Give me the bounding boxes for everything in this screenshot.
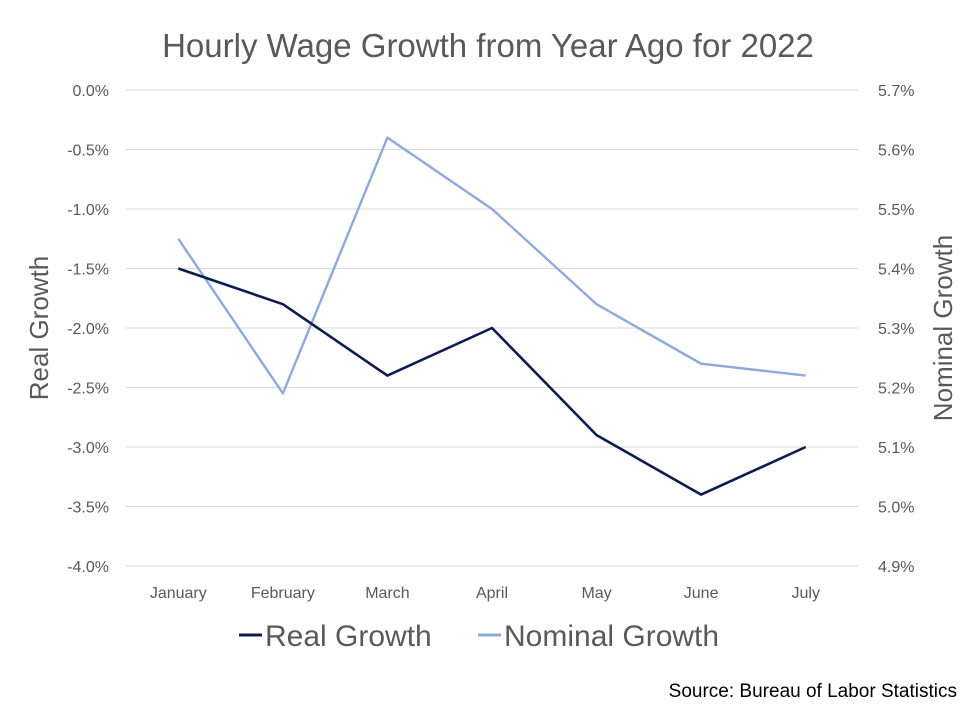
y2-axis-title: Nominal Growth (928, 235, 958, 421)
y-tick-label: -2.5% (67, 381, 109, 398)
x-axis-ticks: January February March April May June July (150, 585, 820, 602)
y2-tick-label: 5.2% (878, 381, 914, 398)
legend-label-nominal-growth: Nominal Growth (504, 620, 719, 653)
y2-tick-label: 5.7% (878, 83, 914, 100)
left-axis-ticks: 0.0% -0.5% -1.0% -1.5% -2.0% -2.5% -3.0% -3.5% -… (67, 83, 109, 576)
y-axis-title: Real Growth (24, 256, 54, 401)
y2-tick-label: 5.4% (878, 262, 914, 279)
y2-tick-label: 5.0% (878, 500, 914, 517)
x-tick-label: March (365, 585, 409, 602)
y-tick-label: -0.5% (67, 143, 109, 160)
y-tick-label: -1.0% (67, 202, 109, 219)
y2-tick-label: 5.6% (878, 143, 914, 160)
chart-title: Hourly Wage Growth from Year Ago for 202… (162, 27, 814, 64)
x-tick-label: June (684, 585, 719, 602)
y-tick-label: -1.5% (67, 262, 109, 279)
y-tick-label: -3.5% (67, 500, 109, 517)
legend-label-real-growth: Real Growth (265, 620, 432, 653)
y-tick-label: 0.0% (73, 83, 109, 100)
x-tick-label: January (150, 585, 207, 602)
x-tick-label: April (476, 585, 508, 602)
y2-tick-label: 5.5% (878, 202, 914, 219)
series-lines (177, 136, 807, 496)
source-note: Source: Bureau of Labor Statistics (669, 681, 957, 702)
series-line-nominal-growth (177, 136, 806, 395)
y2-tick-label: 5.1% (878, 440, 914, 457)
series-line-real-growth (177, 267, 807, 496)
right-axis-ticks: 5.7% 5.6% 5.5% 5.4% 5.3% 5.2% 5.1% 5.0% 4.9% (878, 83, 914, 576)
x-tick-label: May (581, 585, 611, 602)
y-tick-label: -2.0% (67, 321, 109, 338)
legend: Real Growth Nominal Growth (239, 620, 719, 653)
y2-tick-label: 5.3% (878, 321, 914, 338)
y-tick-label: -4.0% (67, 559, 109, 576)
x-tick-label: February (251, 585, 315, 602)
y-tick-label: -3.0% (67, 440, 109, 457)
y2-tick-label: 4.9% (878, 559, 914, 576)
x-tick-label: July (791, 585, 819, 602)
